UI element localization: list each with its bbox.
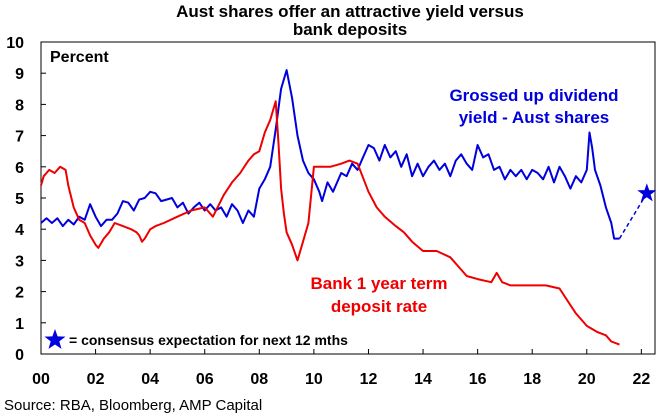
x-tick-label: 08: [250, 371, 268, 388]
x-tick-label: 18: [523, 371, 541, 388]
y-tick-label: 4: [15, 222, 24, 239]
y-tick-label: 7: [15, 129, 24, 146]
term-deposit-rate-line: [40, 100, 620, 346]
y-tick-label: 10: [6, 35, 24, 52]
legend-star-icon: [44, 329, 66, 349]
term-deposit-annotation-line1: Bank 1 year term: [310, 274, 447, 293]
chart-title-line1: Aust shares offer an attractive yield ve…: [176, 2, 524, 21]
x-tick-label: 04: [141, 371, 159, 388]
series-layer: [40, 69, 657, 346]
x-axis: 00 02 04 06 08 10 12 14 16 18 20 22: [32, 349, 650, 388]
x-tick-label: 16: [469, 371, 487, 388]
term-deposit-annotation-line2: deposit rate: [331, 297, 427, 316]
legend-text: = consensus expectation for next 12 mths: [69, 332, 348, 348]
x-tick-label: 00: [32, 371, 50, 388]
y-tick-label: 0: [15, 347, 24, 364]
y-tick-label: 1: [15, 316, 24, 333]
y-axis: 0 1 2 3 4 5 6 7 8 9 10: [6, 35, 46, 364]
source-note: Source: RBA, Bloomberg, AMP Capital: [4, 397, 262, 414]
x-tick-label: 06: [196, 371, 214, 388]
dividend-yield-annotation-line2: yield - Aust shares: [459, 108, 610, 127]
x-tick-label: 20: [578, 371, 596, 388]
chart-title-line2: bank deposits: [293, 20, 407, 39]
x-tick-label: 12: [360, 371, 378, 388]
y-tick-label: 8: [15, 97, 24, 114]
x-tick-label: 14: [414, 371, 432, 388]
dividend-yield-annotation-line1: Grossed up dividend: [449, 86, 618, 105]
y-tick-label: 9: [15, 66, 24, 83]
projection-star-icon: [637, 183, 657, 202]
x-tick-label: 10: [305, 371, 323, 388]
y-tick-label: 5: [15, 191, 24, 208]
unit-label: Percent: [50, 49, 109, 66]
projection-dashed-line: [618, 192, 648, 239]
y-tick-label: 6: [15, 160, 24, 177]
x-tick-label: 02: [87, 371, 105, 388]
x-tick-label: 22: [632, 371, 650, 388]
y-tick-label: 2: [15, 285, 24, 302]
y-tick-label: 3: [15, 253, 24, 270]
dividend-yield-line: [40, 69, 620, 240]
